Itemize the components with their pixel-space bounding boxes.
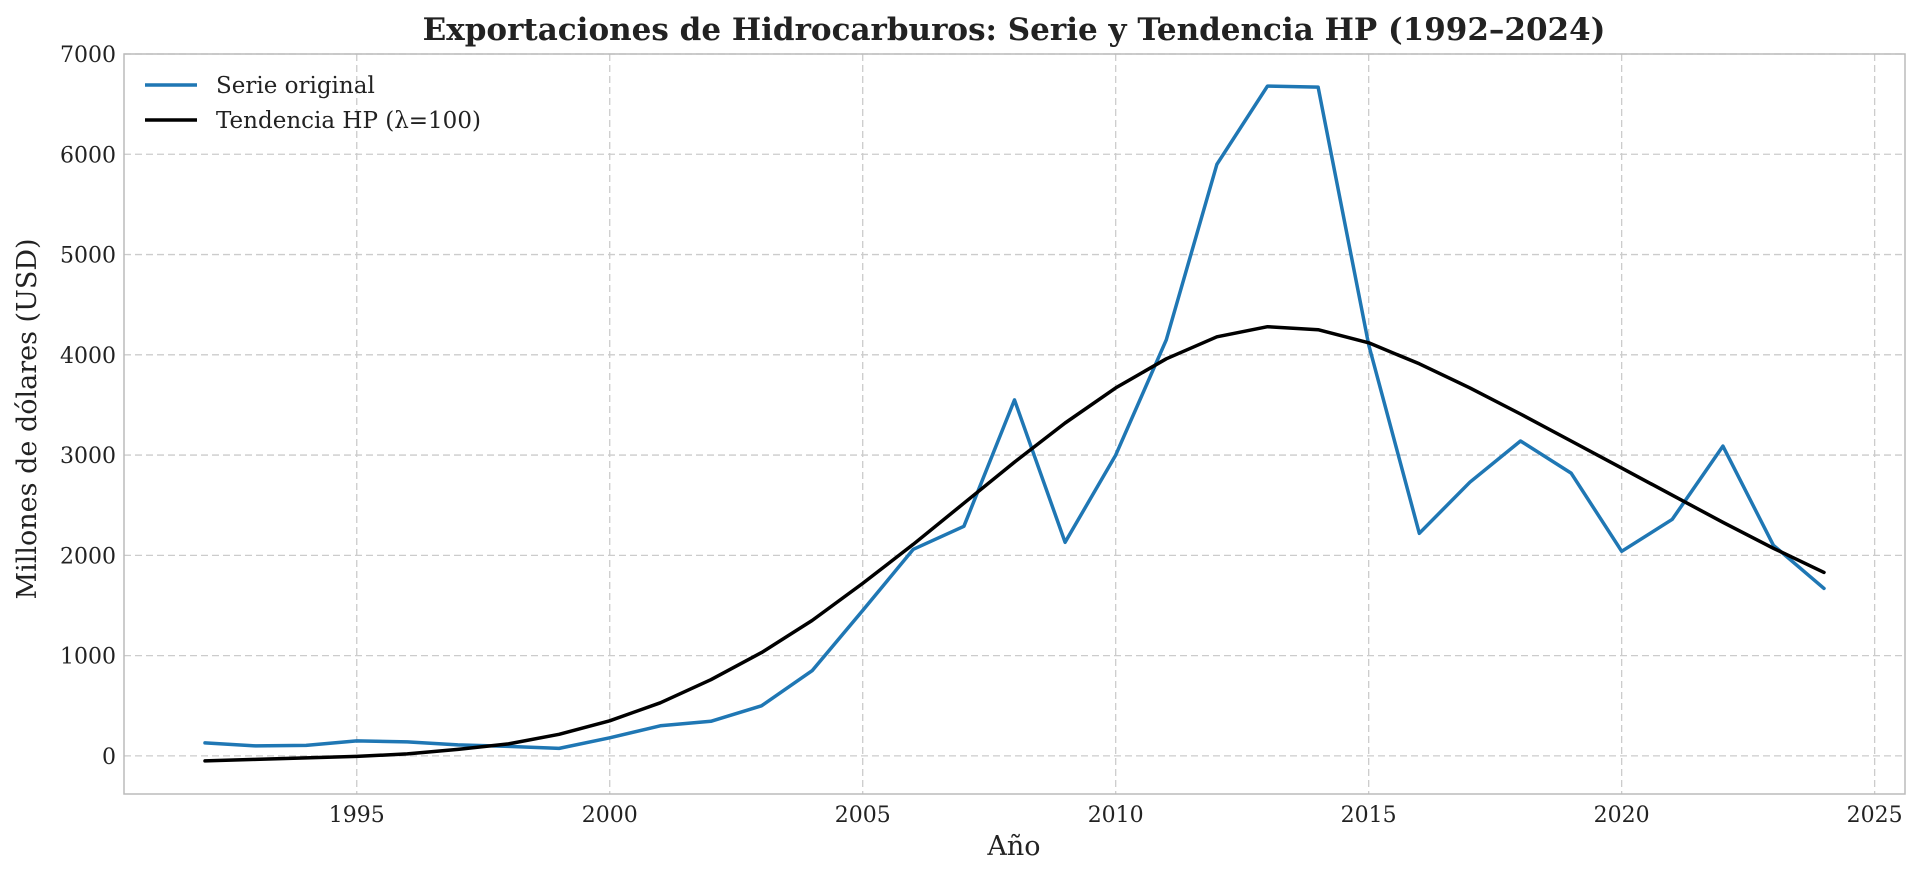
legend: Serie original Tendencia HP (λ=100)	[145, 73, 481, 134]
plot-frame	[123, 53, 1906, 795]
series-layer	[203, 84, 1826, 763]
chart-title: Exportaciones de Hidrocarburos: Serie y …	[423, 12, 1606, 48]
tick-labels: 1995 2000 2005 2010 2015 2020 2025 0 1000 2000 300…	[60, 43, 1903, 828]
x-tick-label: 2020	[1594, 803, 1650, 828]
legend-label-serie-original: Serie original	[216, 73, 375, 99]
y-tick-label: 3000	[60, 444, 116, 469]
y-axis-label: Millones de dólares (USD)	[12, 238, 43, 599]
x-tick-label: 2000	[582, 803, 638, 828]
y-tick-label: 0	[102, 745, 116, 770]
x-tick-label: 2010	[1088, 803, 1144, 828]
series-line-tendencia-hp	[203, 324, 1826, 763]
x-tick-label: 2025	[1847, 803, 1903, 828]
legend-label-tendencia-hp: Tendencia HP (λ=100)	[216, 108, 481, 134]
x-tick-label: 2005	[835, 803, 891, 828]
y-tick-label: 5000	[60, 244, 116, 269]
x-tick-label: 2015	[1341, 803, 1397, 828]
grid	[124, 53, 1905, 794]
series-line-serie-original	[203, 84, 1826, 751]
y-tick-label: 7000	[60, 43, 116, 68]
y-tick-label: 1000	[60, 645, 116, 670]
x-tick-label: 1995	[329, 803, 385, 828]
x-axis-label: Año	[986, 831, 1040, 862]
y-tick-label: 6000	[60, 143, 116, 168]
y-tick-label: 4000	[60, 344, 116, 369]
y-tick-label: 2000	[60, 544, 116, 569]
